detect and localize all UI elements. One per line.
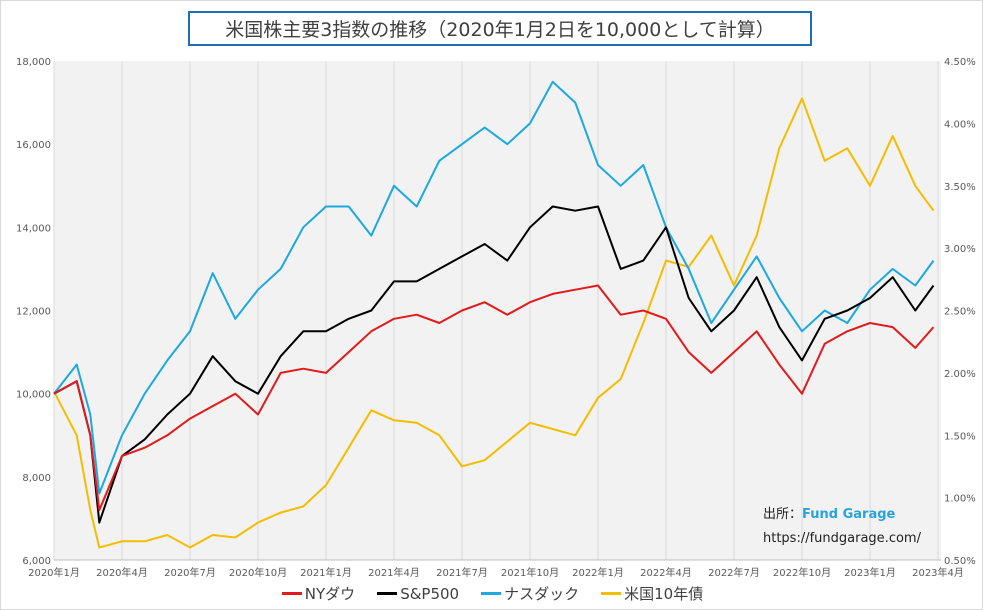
legend-swatch bbox=[377, 592, 398, 595]
legend-item-dow: NYダウ bbox=[281, 583, 356, 604]
y2-tick-label: 3.50% bbox=[944, 182, 976, 193]
legend-swatch bbox=[481, 592, 502, 595]
y-tick-label: 12,000 bbox=[16, 307, 51, 318]
x-tick-label: 2022年10月 bbox=[773, 566, 831, 579]
legend-item-sp500: S&P500 bbox=[377, 583, 459, 604]
source-brand: Fund Garage bbox=[802, 507, 896, 522]
y2-tick-label: 1.00% bbox=[944, 494, 976, 505]
y2-tick-label: 4.00% bbox=[944, 119, 976, 130]
x-tick-label: 2021年4月 bbox=[368, 566, 420, 579]
chart-title: 米国株主要3指数の推移（2020年1月2日を10,000として計算） bbox=[188, 11, 812, 46]
legend-swatch bbox=[601, 592, 622, 595]
x-tick-label: 2020年7月 bbox=[164, 566, 216, 579]
series-line-1 bbox=[53, 205, 935, 524]
series-line-3 bbox=[53, 97, 935, 549]
x-tick-label: 2020年1月 bbox=[28, 566, 80, 579]
x-tick-label: 2022年4月 bbox=[640, 566, 692, 579]
x-tick-label: 2022年7月 bbox=[708, 566, 760, 579]
legend-label: ナスダック bbox=[504, 585, 580, 603]
y2-tick-label: 0.50% bbox=[944, 556, 976, 567]
x-tick-label: 2021年1月 bbox=[300, 566, 352, 579]
x-tick-label: 2020年4月 bbox=[96, 566, 148, 579]
source-note: 出所：Fund Garage https://fundgarage.com/ bbox=[763, 503, 921, 551]
x-tick-label: 2021年10月 bbox=[501, 566, 559, 579]
y2-tick-label: 2.00% bbox=[944, 369, 976, 380]
legend-label: 米国10年債 bbox=[624, 585, 704, 603]
legend-swatch bbox=[281, 592, 302, 595]
x-tick-label: 2023年4月 bbox=[912, 566, 964, 579]
legend-label: NYダウ bbox=[304, 585, 356, 603]
y-tick-label: 18,000 bbox=[16, 57, 51, 68]
legend: NYダウ S&P500 ナスダック 米国10年債 bbox=[1, 583, 982, 604]
y-tick-label: 10,000 bbox=[16, 390, 51, 401]
series-line-0 bbox=[53, 284, 935, 512]
x-tick-label: 2020年10月 bbox=[229, 566, 287, 579]
x-tick-label: 2023年1月 bbox=[844, 566, 896, 579]
y-tick-label: 16,000 bbox=[16, 140, 51, 151]
y-tick-label: 14,000 bbox=[16, 223, 51, 234]
y2-tick-label: 1.50% bbox=[944, 431, 976, 442]
legend-label: S&P500 bbox=[400, 584, 460, 603]
y-tick-label: 8,000 bbox=[22, 473, 51, 484]
source-label: 出所： bbox=[763, 507, 803, 522]
legend-item-nasdaq: ナスダック bbox=[481, 583, 579, 604]
source-url: https://fundgarage.com/ bbox=[763, 531, 921, 546]
plot-area bbox=[54, 61, 941, 560]
y-tick-label: 6,000 bbox=[22, 556, 51, 567]
y2-tick-label: 4.50% bbox=[944, 57, 976, 68]
x-tick-label: 2021年7月 bbox=[436, 566, 488, 579]
y2-tick-label: 3.00% bbox=[944, 244, 976, 255]
x-tick-label: 2022年1月 bbox=[572, 566, 624, 579]
legend-item-us10y: 米国10年債 bbox=[601, 583, 703, 604]
y2-tick-label: 2.50% bbox=[944, 307, 976, 318]
series-line-2 bbox=[53, 80, 935, 495]
